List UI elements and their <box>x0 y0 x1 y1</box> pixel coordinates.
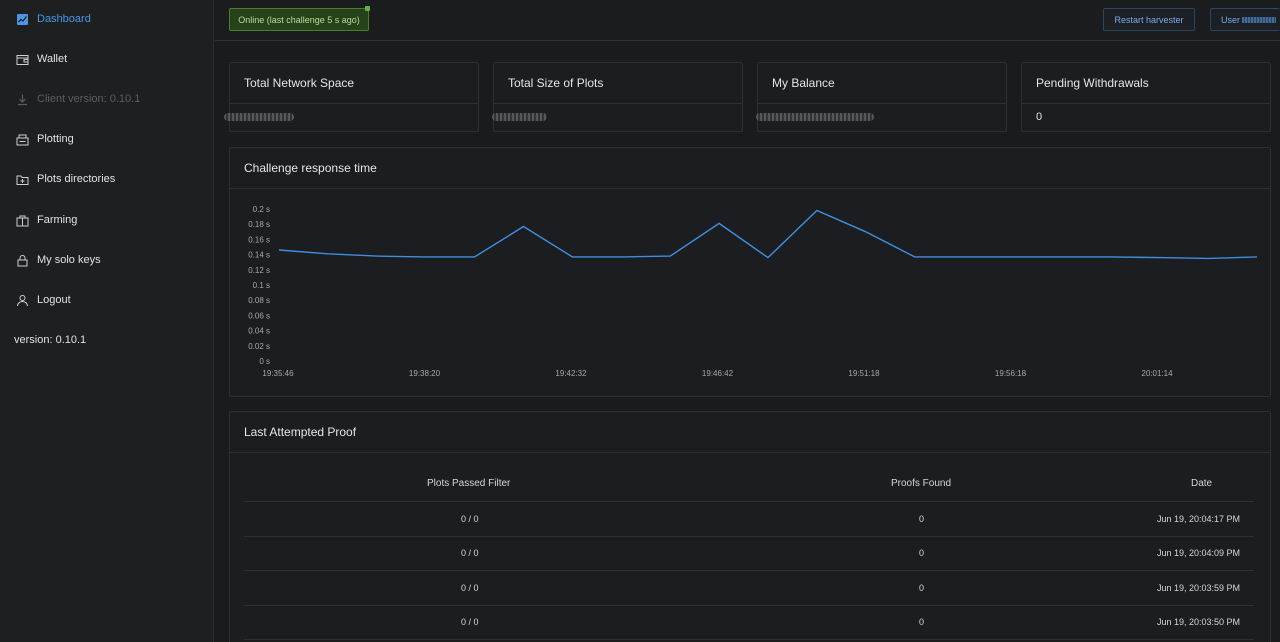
sidebar-item-label: Logout <box>37 294 71 306</box>
cell-plots-passed: 0 / 0 <box>461 548 479 558</box>
cell-plots-passed: 0 / 0 <box>461 617 479 627</box>
sidebar-item-wallet[interactable]: Wallet <box>16 49 67 69</box>
wallet-icon <box>16 53 29 66</box>
stat-value-redacted <box>224 113 294 121</box>
sidebar-item-plots-directories[interactable]: Plots directories <box>16 169 115 189</box>
top-bar: Online (last challenge 5 s ago) Restart … <box>215 0 1280 41</box>
y-tick-label: 0.06 s <box>248 311 270 320</box>
row-divider <box>244 639 1254 640</box>
user-menu-button[interactable]: User <box>1210 8 1280 31</box>
status-text: Online (last challenge 5 s ago) <box>238 14 360 25</box>
user-icon <box>16 294 29 307</box>
row-divider <box>244 570 1254 571</box>
y-tick-label: 0.12 s <box>248 266 270 275</box>
cell-proofs-found: 0 <box>919 617 925 627</box>
column-header-proofs-found: Proofs Found <box>891 478 952 489</box>
stat-title: Pending Withdrawals <box>1022 63 1270 104</box>
sidebar-item-label: Plotting <box>37 133 74 145</box>
y-tick-label: 0.1 s <box>253 281 270 290</box>
user-label: User <box>1221 14 1241 25</box>
sidebar-item-my-solo-keys[interactable]: My solo keys <box>16 250 101 270</box>
x-tick-label: 19:42:32 <box>555 369 587 378</box>
lock-icon <box>16 254 29 267</box>
farming-icon <box>16 214 29 227</box>
stat-value: 0 <box>1036 111 1043 123</box>
x-tick-label: 19:38:20 <box>409 369 441 378</box>
column-header-plots-passed-filter: Plots Passed Filter <box>427 478 511 489</box>
last-attempted-proof-card: Last Attempted Proof Plots Passed Filter… <box>229 411 1271 642</box>
row-divider <box>244 536 1254 537</box>
x-tick-label: 19:46:42 <box>702 369 734 378</box>
row-divider <box>244 605 1254 606</box>
series-line <box>278 209 1258 260</box>
table-title: Last Attempted Proof <box>230 412 1270 453</box>
y-tick-label: 0.2 s <box>253 205 270 214</box>
stat-title: Total Size of Plots <box>494 63 742 104</box>
cell-proofs-found: 0 <box>919 548 925 558</box>
sidebar-item-plotting[interactable]: Plotting <box>16 129 74 149</box>
version-label: version: 0.10.1 <box>14 334 87 346</box>
restart-harvester-button[interactable]: Restart harvester <box>1103 8 1195 31</box>
cell-date: Jun 19, 20:04:17 PM <box>1157 514 1241 524</box>
stat-value-redacted <box>492 113 547 121</box>
stat-value-redacted <box>756 113 874 121</box>
stat-title: My Balance <box>758 63 1006 104</box>
sidebar-item-label: Dashboard <box>37 13 91 25</box>
sidebar: Dashboard Wallet Client version: 0.10.1 … <box>0 0 214 642</box>
sidebar-item-client-version: Client version: 0.10.1 <box>16 89 140 109</box>
cell-plots-passed: 0 / 0 <box>461 583 479 593</box>
cell-proofs-found: 0 <box>919 514 925 524</box>
y-tick-label: 0.14 s <box>248 251 270 260</box>
sidebar-item-label: Client version: 0.10.1 <box>37 93 141 105</box>
chart-icon <box>16 13 29 26</box>
sidebar-item-farming[interactable]: Farming <box>16 210 77 230</box>
cell-date: Jun 19, 20:04:09 PM <box>1157 548 1241 558</box>
cell-date: Jun 19, 20:03:59 PM <box>1157 583 1241 593</box>
cell-date: Jun 19, 20:03:50 PM <box>1157 617 1241 627</box>
sidebar-item-label: My solo keys <box>37 254 101 266</box>
status-badge: Online (last challenge 5 s ago) <box>229 6 370 31</box>
folder-plus-icon <box>16 173 29 186</box>
user-name-redacted <box>1242 16 1277 23</box>
stat-card-total-network-space: Total Network Space <box>224 62 479 132</box>
sidebar-item-dashboard[interactable]: Dashboard <box>16 9 91 29</box>
download-icon <box>16 93 29 106</box>
row-divider <box>244 501 1254 502</box>
x-tick-label: 19:35:46 <box>262 369 294 378</box>
y-tick-label: 0 s <box>259 357 270 366</box>
stat-title: Total Network Space <box>230 63 478 104</box>
sidebar-item-label: Plots directories <box>37 173 116 185</box>
sidebar-item-logout[interactable]: Logout <box>16 290 71 310</box>
status-dot-icon <box>365 6 370 11</box>
stat-card-total-size-of-plots: Total Size of Plots <box>492 62 743 132</box>
y-tick-label: 0.16 s <box>248 235 270 244</box>
column-header-date: Date <box>1191 478 1213 489</box>
sidebar-item-label: Farming <box>37 214 78 226</box>
x-tick-label: 19:51:18 <box>848 369 880 378</box>
plotting-icon <box>16 133 29 146</box>
cell-proofs-found: 0 <box>919 583 925 593</box>
y-tick-label: 0.08 s <box>248 296 270 305</box>
cell-plots-passed: 0 / 0 <box>461 514 479 524</box>
x-tick-label: 20:01:14 <box>1141 369 1173 378</box>
challenge-response-chart: 0 s 0.02 s 0.04 s 0.06 s 0.08 s 0.1 s 0.12 s 0.… <box>248 205 1258 378</box>
y-tick-label: 0.02 s <box>248 342 270 351</box>
stat-card-pending-withdrawals: Pending Withdrawals 0 <box>1021 62 1271 132</box>
x-tick-label: 19:56:18 <box>995 369 1027 378</box>
chart-title: Challenge response time <box>230 148 1270 189</box>
y-tick-label: 0.18 s <box>248 220 270 229</box>
stat-card-my-balance: My Balance <box>756 62 1007 132</box>
sidebar-item-label: Wallet <box>37 53 68 65</box>
y-tick-label: 0.04 s <box>248 327 270 336</box>
